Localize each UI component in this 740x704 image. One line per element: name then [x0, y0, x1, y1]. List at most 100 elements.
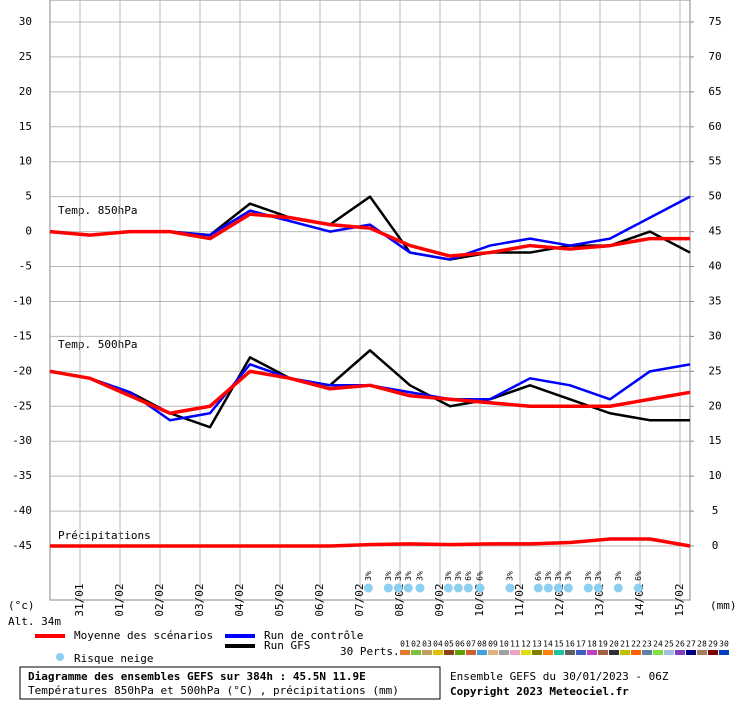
snow-risk-label: 3%	[506, 571, 515, 581]
y2-tick-label: 25	[708, 364, 721, 377]
legend-swatch	[587, 650, 597, 655]
y2-label: (mm)	[710, 599, 737, 612]
y2-tick-label: 35	[708, 294, 721, 307]
x-tick-label: 03/02	[193, 583, 206, 616]
legend-label: 22	[631, 640, 641, 649]
legend-swatch	[422, 650, 432, 655]
series-line	[50, 537, 691, 548]
y-tick-label: -10	[12, 294, 32, 307]
snow-risk-label: 3%	[544, 571, 553, 581]
snow-icon	[475, 583, 485, 593]
y-tick-label: -15	[12, 329, 32, 342]
y-tick-label: -40	[12, 504, 32, 517]
snow-risk-label: 3%	[404, 571, 413, 581]
legend-swatch	[455, 650, 465, 655]
snow-icon	[415, 583, 425, 593]
series-line	[49, 369, 691, 416]
snow-icon	[383, 583, 393, 593]
legend-label: Risque neige	[74, 652, 153, 665]
snow-icon	[505, 583, 515, 593]
legend-swatch	[697, 650, 707, 655]
legend-swatch	[543, 650, 553, 655]
snow-risk-label: 6%	[534, 571, 543, 581]
series-line	[49, 212, 690, 258]
legend-label: 10	[499, 640, 509, 649]
legend-label: 23	[642, 640, 652, 649]
legend-swatch	[510, 650, 520, 655]
legend-swatch	[400, 650, 410, 655]
y-tick-label: 25	[19, 50, 32, 63]
legend-label: 18	[587, 640, 597, 649]
y2-tick-label: 40	[708, 260, 721, 273]
snow-icon	[593, 583, 603, 593]
y2-tick-label: 45	[708, 225, 721, 238]
legend-swatch	[565, 650, 575, 655]
legend-label: 20	[609, 640, 619, 649]
legend-label: 21	[620, 640, 630, 649]
legend-swatch	[631, 650, 641, 655]
legend-label: Run de contrôle	[264, 629, 363, 642]
legend-swatch	[576, 650, 586, 655]
legend-label: 07	[466, 640, 476, 649]
snow-icon	[633, 583, 643, 593]
y-tick-label: 5	[25, 190, 32, 203]
plot-frame	[49, 0, 691, 601]
snow-icon	[463, 583, 473, 593]
y2-tick-label: 15	[708, 434, 721, 447]
legend-swatch	[675, 650, 685, 655]
x-tick-label: 06/02	[313, 583, 326, 616]
y2-tick-label: 60	[708, 120, 721, 133]
snow-risk-label: 3%	[614, 571, 623, 581]
x-tick-label: 04/02	[233, 583, 246, 616]
y-tick-label: -5	[19, 260, 32, 273]
y2-tick-label: 20	[708, 399, 721, 412]
y-tick-label: 30	[19, 15, 32, 28]
legend-label: 03	[422, 640, 432, 649]
legend-swatch	[609, 650, 619, 655]
snow-risk-label: 3%	[564, 571, 573, 581]
legend-label: 29	[708, 640, 718, 649]
y-tick-label: -45	[12, 539, 32, 552]
snow-icon	[443, 583, 453, 593]
snow-icon	[553, 583, 563, 593]
chart-title: Diagramme des ensembles GEFS sur 384h : …	[28, 670, 366, 683]
legend-swatch	[708, 650, 718, 655]
snow-risk-label: 3%	[384, 571, 393, 581]
legend-label: 28	[697, 640, 707, 649]
legend-label: 16	[565, 640, 575, 649]
legend-swatch	[598, 650, 608, 655]
snow-icon	[363, 583, 373, 593]
legend-swatch	[554, 650, 564, 655]
x-tick-label: 09/02	[433, 583, 446, 616]
snow-risk-label: 6%	[634, 571, 643, 581]
legend-label: 02	[411, 640, 421, 649]
legend-swatch	[719, 650, 729, 655]
y-tick-label: 20	[19, 85, 32, 98]
y2-tick-label: 50	[708, 190, 721, 203]
y2-tick-label: 75	[708, 15, 721, 28]
legend-label: 24	[653, 640, 663, 649]
legend-label: 30 Perts.	[340, 645, 400, 658]
y-tick-label: 10	[19, 155, 32, 168]
snow-risk-label: 3%	[394, 571, 403, 581]
x-tick-label: 05/02	[273, 583, 286, 616]
legend-swatch	[499, 650, 509, 655]
altitude: Alt. 34m	[8, 615, 61, 628]
y2-tick-label: 65	[708, 85, 721, 98]
annotation: Temp. 500hPa	[58, 338, 137, 351]
legend-swatch	[620, 650, 630, 655]
legend-label: 09	[488, 640, 498, 649]
snow-risk-label: 3%	[454, 571, 463, 581]
chart-subtitle: Températures 850hPa et 500hPa (°C) , pré…	[28, 684, 399, 697]
y-tick-label: -30	[12, 434, 32, 447]
legend-swatch	[653, 650, 663, 655]
x-tick-label: 10/02	[473, 583, 486, 616]
snow-icon	[533, 583, 543, 593]
y2-tick-label: 55	[708, 155, 721, 168]
legend-swatch	[488, 650, 498, 655]
legend-label: 13	[532, 640, 542, 649]
legend-label: 06	[455, 640, 465, 649]
y-tick-label: -25	[12, 399, 32, 412]
y-label: (°c)	[8, 599, 35, 612]
